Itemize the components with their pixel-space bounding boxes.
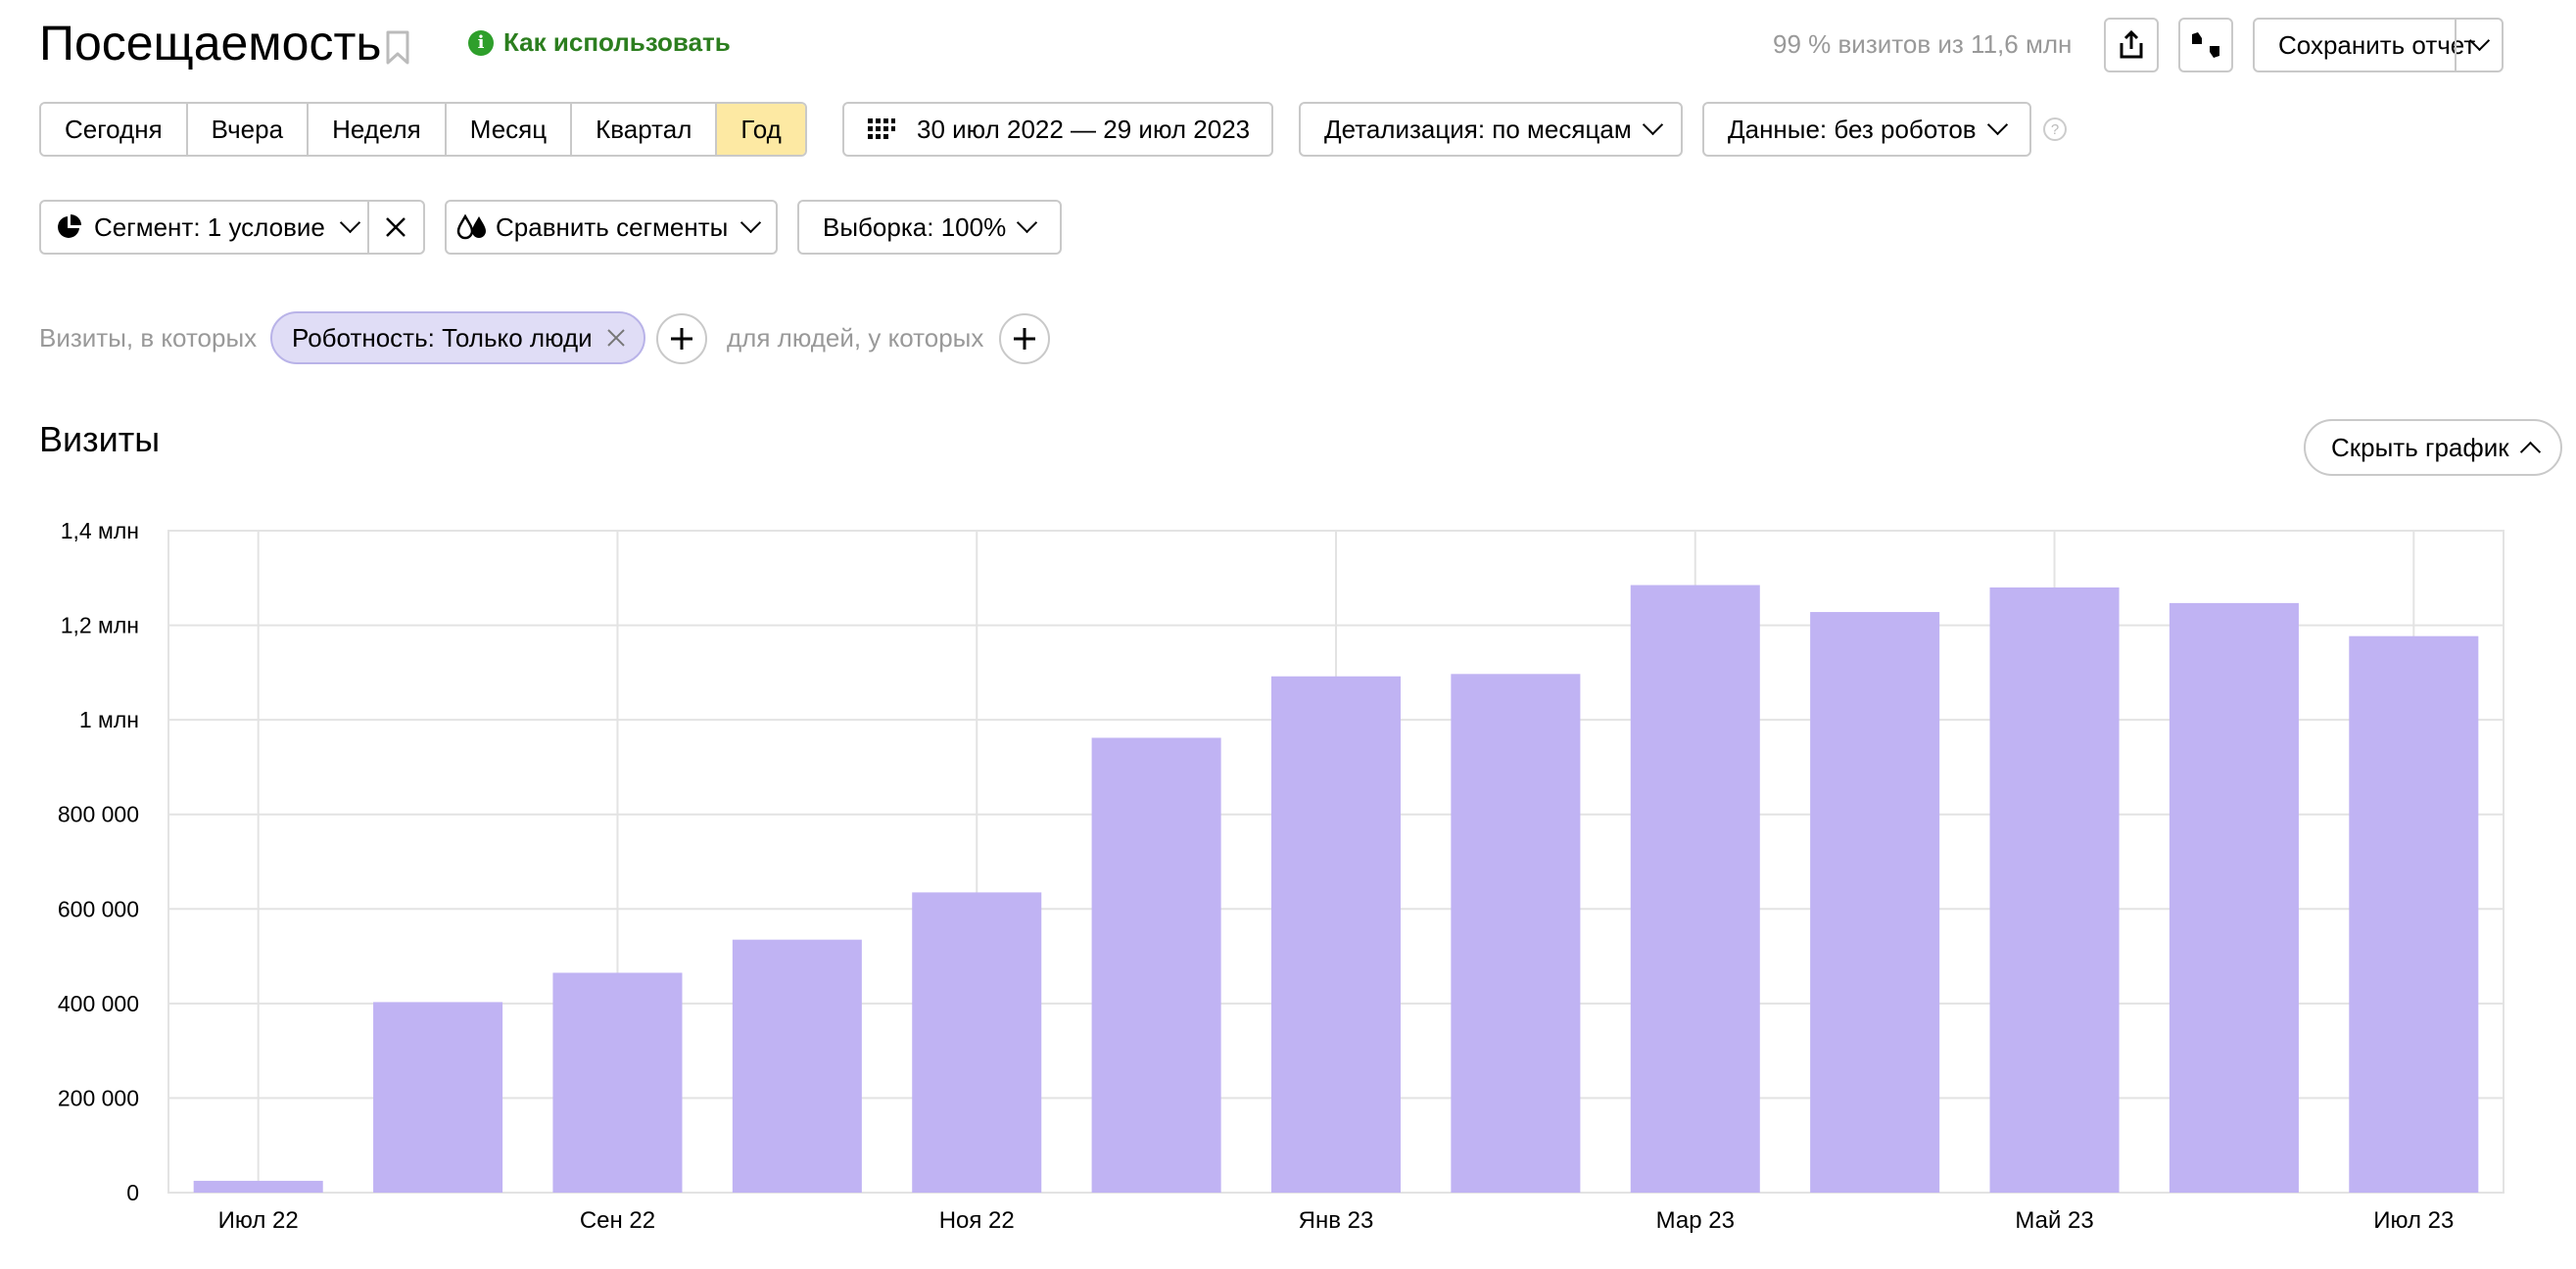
save-report-label: Сохранить отчет bbox=[2278, 29, 2476, 60]
share-button[interactable] bbox=[2104, 18, 2159, 72]
x-tick-label: Июл 22 bbox=[218, 1207, 299, 1234]
bar bbox=[193, 1180, 323, 1193]
bar bbox=[1630, 585, 1760, 1193]
y-tick-label: 1 млн bbox=[79, 707, 139, 732]
feedback-button[interactable] bbox=[2178, 18, 2233, 72]
period-tab[interactable]: Месяц bbox=[446, 104, 573, 155]
drops-icon bbox=[456, 213, 486, 240]
compare-segments-label: Сравнить сегменты bbox=[496, 212, 729, 242]
bar bbox=[2349, 635, 2479, 1193]
detail-label: Детализация: по месяцам bbox=[1324, 114, 1632, 144]
info-icon: i bbox=[468, 29, 494, 56]
sample-dropdown[interactable]: Выборка: 100% bbox=[797, 200, 1062, 255]
y-tick-label: 400 000 bbox=[58, 991, 139, 1016]
condition-chip[interactable]: Роботность: Только люди bbox=[270, 311, 645, 364]
x-tick-label: Июл 23 bbox=[2373, 1207, 2454, 1234]
visits-bar-chart: 0 200 000 400 000 600 000 800 000 1 млн 1,2 мл… bbox=[58, 518, 2504, 1234]
x-tick-label: Янв 23 bbox=[1299, 1207, 1374, 1234]
period-tab[interactable]: Сегодня bbox=[41, 104, 188, 155]
y-tick-label: 1,4 млн bbox=[61, 518, 139, 543]
chevron-up-icon bbox=[2519, 441, 2541, 462]
data-label: Данные: без роботов bbox=[1728, 114, 1977, 144]
y-tick-label: 200 000 bbox=[58, 1085, 139, 1110]
condition-chip-label: Роботность: Только люди bbox=[292, 322, 593, 352]
section-title: Визиты bbox=[39, 419, 161, 459]
hide-chart-button[interactable]: Скрыть график bbox=[2304, 419, 2562, 476]
save-report-button[interactable]: Сохранить отчет bbox=[2253, 18, 2504, 72]
period-tabs: Сегодня Вчера Неделя Месяц Квартал Год bbox=[39, 102, 807, 157]
how-to-use-label: Как использовать bbox=[503, 27, 731, 57]
chevron-down-icon bbox=[1986, 114, 2008, 136]
period-tab[interactable]: Неделя bbox=[309, 104, 447, 155]
remove-condition-icon[interactable] bbox=[606, 328, 626, 348]
calendar-icon bbox=[868, 118, 895, 139]
y-tick-label: 1,2 млн bbox=[61, 613, 139, 638]
bar bbox=[1989, 587, 2120, 1193]
bar bbox=[732, 939, 862, 1193]
y-tick-label: 0 bbox=[126, 1180, 139, 1205]
y-tick-label: 800 000 bbox=[58, 802, 139, 827]
plus-icon bbox=[671, 328, 692, 350]
bar bbox=[2169, 602, 2299, 1193]
pie-chart-icon bbox=[58, 214, 81, 238]
chevron-down-icon bbox=[1017, 212, 1038, 234]
y-tick-label: 600 000 bbox=[58, 896, 139, 921]
period-tab[interactable]: Год bbox=[717, 104, 805, 155]
bar bbox=[1091, 737, 1221, 1193]
x-tick-label: Мар 23 bbox=[1656, 1207, 1735, 1234]
x-tick-label: Май 23 bbox=[2015, 1207, 2093, 1234]
close-icon bbox=[386, 217, 406, 237]
compare-segments-dropdown[interactable]: Сравнить сегменты bbox=[445, 200, 778, 255]
bar bbox=[373, 1002, 503, 1193]
x-tick-label: Ноя 22 bbox=[939, 1207, 1015, 1234]
period-tab[interactable]: Квартал bbox=[572, 104, 718, 155]
add-people-condition-button[interactable] bbox=[999, 313, 1050, 364]
data-dropdown[interactable]: Данные: без роботов bbox=[1702, 102, 2031, 157]
share-icon bbox=[2120, 30, 2143, 59]
people-condition-prefix: для людей, у которых bbox=[727, 323, 984, 352]
chevron-down-icon bbox=[1642, 114, 1663, 136]
bar bbox=[1810, 612, 1940, 1193]
visits-condition-prefix: Визиты, в которых bbox=[39, 323, 258, 352]
how-to-use-link[interactable]: i Как использовать bbox=[468, 27, 731, 58]
bookmark-icon[interactable] bbox=[384, 29, 411, 67]
sample-label: Выборка: 100% bbox=[823, 212, 1007, 242]
help-icon[interactable]: ? bbox=[2043, 118, 2067, 141]
segment-dropdown[interactable]: Сегмент: 1 условие bbox=[39, 200, 425, 255]
plus-icon bbox=[1014, 328, 1035, 350]
hide-chart-label: Скрыть график bbox=[2331, 432, 2509, 462]
chevron-down-icon bbox=[2468, 29, 2490, 52]
date-range-picker[interactable]: 30 июл 2022 — 29 июл 2023 bbox=[842, 102, 1273, 157]
x-tick-label: Сен 22 bbox=[580, 1207, 655, 1234]
chevron-down-icon bbox=[339, 212, 360, 234]
segment-label: Сегмент: 1 условие bbox=[94, 212, 325, 242]
clear-segment-button[interactable] bbox=[366, 202, 423, 253]
chevron-down-icon bbox=[740, 212, 762, 234]
save-report-dropdown[interactable] bbox=[2455, 20, 2502, 70]
bar bbox=[1270, 676, 1402, 1193]
bar bbox=[1451, 674, 1581, 1193]
date-range-label: 30 июл 2022 — 29 июл 2023 bbox=[917, 114, 1251, 144]
detail-dropdown[interactable]: Детализация: по месяцам bbox=[1299, 102, 1683, 157]
thumbs-icon bbox=[2192, 32, 2219, 58]
add-visit-condition-button[interactable] bbox=[656, 313, 707, 364]
bar bbox=[912, 892, 1042, 1193]
period-tab[interactable]: Вчера bbox=[187, 104, 310, 155]
visits-sample-note: 99 % визитов из 11,6 млн bbox=[1773, 29, 2073, 59]
bar bbox=[552, 972, 683, 1193]
page-title: Посещаемость bbox=[39, 16, 382, 70]
